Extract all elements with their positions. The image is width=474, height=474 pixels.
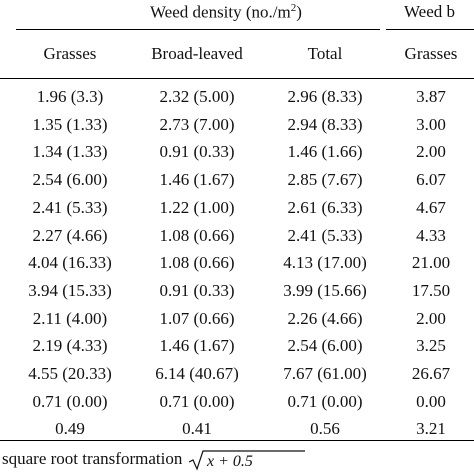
cell-grasses: 2.19 (4.33) xyxy=(32,336,108,355)
cell-biomass-grasses: 3.87 xyxy=(416,87,446,106)
col-header-total: Total xyxy=(307,44,343,63)
cell-biomass-grasses: 6.07 xyxy=(416,170,446,189)
table-row: 1.96 (3.3) 2.32 (5.00) 2.96 (8.33) 3.87 xyxy=(0,87,474,111)
cell-grasses: 0.49 xyxy=(55,419,85,438)
cell-total: 0.71 (0.00) xyxy=(287,392,363,411)
table-row: 4.55 (20.33) 6.14 (40.67) 7.67 (61.00) 26.6… xyxy=(0,364,474,388)
cell-broad-leaved: 6.14 (40.67) xyxy=(155,364,239,383)
cell-total: 2.26 (4.66) xyxy=(287,309,363,328)
footnote-text: square root transformation xyxy=(2,448,183,468)
table-row: 2.11 (4.00) 1.07 (0.66) 2.26 (4.66) 2.00 xyxy=(0,309,474,333)
cell-total: 2.94 (8.33) xyxy=(287,115,363,134)
cell-total: 2.54 (6.00) xyxy=(287,336,363,355)
weed-density-group-header: Weed density (no./m2) xyxy=(150,2,302,22)
table-row: 2.54 (6.00) 1.46 (1.67) 2.85 (7.67) 6.07 xyxy=(0,170,474,194)
cell-grasses: 1.96 (3.3) xyxy=(36,87,104,106)
cell-broad-leaved: 1.07 (0.66) xyxy=(159,309,235,328)
cell-total: 3.99 (15.66) xyxy=(283,281,367,300)
cell-biomass-grasses: 26.67 xyxy=(411,364,451,383)
col-header-grasses: Grasses xyxy=(43,44,97,63)
cell-biomass-grasses: 0.00 xyxy=(416,392,446,411)
cell-grasses: 2.54 (6.00) xyxy=(32,170,108,189)
cell-grasses: 4.04 (16.33) xyxy=(28,253,112,272)
cell-biomass-grasses: 3.00 xyxy=(416,115,446,134)
cell-biomass-grasses: 17.50 xyxy=(411,281,451,300)
table-row: 0.71 (0.00) 0.71 (0.00) 0.71 (0.00) 0.00 xyxy=(0,392,474,416)
cell-broad-leaved: 2.32 (5.00) xyxy=(159,87,235,106)
cell-biomass-grasses: 3.21 xyxy=(416,419,446,438)
cell-broad-leaved: 1.22 (1.00) xyxy=(159,198,235,217)
cell-total: 0.56 xyxy=(310,419,340,438)
table-row: 0.49 0.41 0.56 3.21 xyxy=(0,419,474,443)
cell-grasses: 1.34 (1.33) xyxy=(32,142,108,161)
cell-total: 4.13 (17.00) xyxy=(283,253,367,272)
cell-broad-leaved: 0.41 xyxy=(182,419,212,438)
cell-biomass-grasses: 4.33 xyxy=(416,226,446,245)
cell-broad-leaved: 2.73 (7.00) xyxy=(159,115,235,134)
cell-grasses: 2.41 (5.33) xyxy=(32,198,108,217)
table-row: 2.41 (5.33) 1.22 (1.00) 2.61 (6.33) 4.67 xyxy=(0,198,474,222)
cell-grasses: 0.71 (0.00) xyxy=(32,392,108,411)
col-header-biomass-grasses: Grasses xyxy=(404,44,458,63)
cell-grasses: 4.55 (20.33) xyxy=(28,364,112,383)
cell-broad-leaved: 1.08 (0.66) xyxy=(159,226,235,245)
weed-biomass-group-header: Weed b xyxy=(404,2,456,21)
cell-biomass-grasses: 3.25 xyxy=(416,336,446,355)
cell-broad-leaved: 1.08 (0.66) xyxy=(159,253,235,272)
footnote: square root transformation x + 0.5 xyxy=(2,448,307,472)
cell-total: 2.96 (8.33) xyxy=(287,87,363,106)
table-row: 1.34 (1.33) 0.91 (0.33) 1.46 (1.66) 2.00 xyxy=(0,142,474,166)
cell-grasses: 1.35 (1.33) xyxy=(32,115,108,134)
cell-total: 2.61 (6.33) xyxy=(287,198,363,217)
cell-total: 2.85 (7.67) xyxy=(287,170,363,189)
table-row: 2.19 (4.33) 1.46 (1.67) 2.54 (6.00) 3.25 xyxy=(0,336,474,360)
cell-broad-leaved: 1.46 (1.67) xyxy=(159,336,235,355)
table-row: 3.94 (15.33) 0.91 (0.33) 3.99 (15.66) 17.50 xyxy=(0,281,474,305)
density-group-rule xyxy=(16,29,380,31)
cell-total: 2.41 (5.33) xyxy=(287,226,363,245)
table-row: 2.27 (4.66) 1.08 (0.66) 2.41 (5.33) 4.33 xyxy=(0,226,474,250)
cell-biomass-grasses: 21.00 xyxy=(411,253,451,272)
table-bottom-rule xyxy=(0,440,474,442)
sqrt-formula-body: x + 0.5 xyxy=(206,453,253,470)
cell-broad-leaved: 0.71 (0.00) xyxy=(159,392,235,411)
cell-broad-leaved: 1.46 (1.67) xyxy=(159,170,235,189)
cell-total: 1.46 (1.66) xyxy=(287,142,363,161)
cell-total: 7.67 (61.00) xyxy=(283,364,367,383)
cell-grasses: 2.11 (4.00) xyxy=(32,309,108,328)
cell-broad-leaved: 0.91 (0.33) xyxy=(159,142,235,161)
table-row: 1.35 (1.33) 2.73 (7.00) 2.94 (8.33) 3.00 xyxy=(0,115,474,139)
cell-biomass-grasses: 4.67 xyxy=(416,198,446,217)
cell-grasses: 3.94 (15.33) xyxy=(28,281,112,300)
header-bottom-rule xyxy=(0,78,474,80)
sqrt-formula: x + 0.5 xyxy=(188,450,305,471)
biomass-group-rule xyxy=(386,29,474,31)
cell-biomass-grasses: 2.00 xyxy=(416,309,446,328)
cell-biomass-grasses: 2.00 xyxy=(416,142,446,161)
cell-grasses: 2.27 (4.66) xyxy=(32,226,108,245)
col-header-broad-leaved: Broad-leaved xyxy=(151,44,243,63)
cell-broad-leaved: 0.91 (0.33) xyxy=(159,281,235,300)
table-row: 4.04 (16.33) 1.08 (0.66) 4.13 (17.00) 21.00 xyxy=(0,253,474,277)
